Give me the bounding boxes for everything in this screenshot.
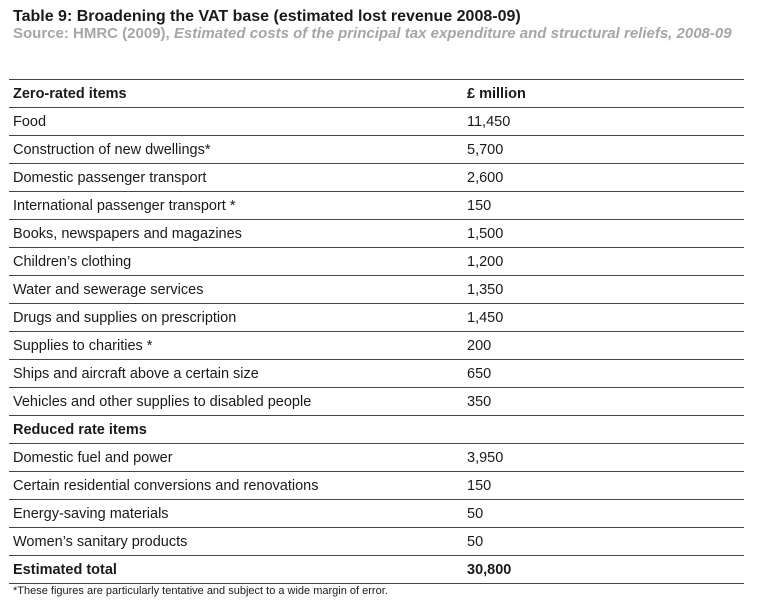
row-item: Books, newspapers and magazines [9, 219, 467, 248]
row-value: 1,450 [467, 303, 744, 332]
row-item: International passenger transport * [9, 191, 467, 220]
source-publication: Estimated costs of the principal tax exp… [173, 25, 732, 42]
row-item: Energy-saving materials [9, 499, 467, 528]
section-row-reduced-rate: Reduced rate items [9, 415, 744, 444]
row-item: Drugs and supplies on prescription [9, 303, 467, 332]
table-row: Energy-saving materials 50 [9, 499, 744, 528]
row-value: 50 [467, 527, 744, 556]
row-value: 150 [467, 471, 744, 500]
row-value: 3,950 [467, 443, 744, 472]
table-row: Supplies to charities * 200 [9, 331, 744, 360]
row-value: 11,450 [467, 107, 744, 136]
section-empty-cell [467, 415, 744, 444]
table-header-row: Zero-rated items £ million [9, 79, 744, 108]
table-row: Women’s sanitary products 50 [9, 527, 744, 556]
row-value: 650 [467, 359, 744, 388]
total-label: Estimated total [9, 555, 467, 584]
total-value: 30,800 [467, 555, 744, 584]
row-item: Supplies to charities * [9, 331, 467, 360]
row-item: Certain residential conversions and reno… [9, 471, 467, 500]
row-item: Domestic fuel and power [9, 443, 467, 472]
table-title: Table 9: Broadening the VAT base (estima… [13, 8, 521, 25]
table-row: Water and sewerage services 1,350 [9, 275, 744, 304]
table-row: Domestic fuel and power 3,950 [9, 443, 744, 472]
row-value: 2,600 [467, 163, 744, 192]
row-item: Vehicles and other supplies to disabled … [9, 387, 467, 416]
table-row: International passenger transport * 150 [9, 191, 744, 220]
source-prefix: Source: HMRC (2009), [13, 25, 170, 42]
row-value: 200 [467, 331, 744, 360]
row-item: Food [9, 107, 467, 136]
header-item: Zero-rated items [9, 79, 467, 108]
table-row: Food 11,450 [9, 107, 744, 136]
row-item: Children’s clothing [9, 247, 467, 276]
row-value: 350 [467, 387, 744, 416]
row-value: 50 [467, 499, 744, 528]
row-value: 1,350 [467, 275, 744, 304]
row-value: 5,700 [467, 135, 744, 164]
table-source: Source: HMRC (2009), Estimated costs of … [13, 26, 743, 42]
row-value: 1,500 [467, 219, 744, 248]
table-row: Books, newspapers and magazines 1,500 [9, 219, 744, 248]
table-row: Domestic passenger transport 2,600 [9, 163, 744, 192]
row-item: Domestic passenger transport [9, 163, 467, 192]
table-row: Drugs and supplies on prescription 1,450 [9, 303, 744, 332]
vat-table: Zero-rated items £ million Food 11,450 C… [9, 79, 744, 584]
row-value: 150 [467, 191, 744, 220]
table-row: Vehicles and other supplies to disabled … [9, 387, 744, 416]
row-item: Women’s sanitary products [9, 527, 467, 556]
table-row: Ships and aircraft above a certain size … [9, 359, 744, 388]
table-row: Children’s clothing 1,200 [9, 247, 744, 276]
section-heading: Reduced rate items [9, 415, 467, 444]
footnote: *These figures are particularly tentativ… [13, 585, 388, 597]
table-row: Certain residential conversions and reno… [9, 471, 744, 500]
header-value: £ million [467, 79, 744, 108]
row-item: Water and sewerage services [9, 275, 467, 304]
total-row: Estimated total 30,800 [9, 555, 744, 584]
row-item: Ships and aircraft above a certain size [9, 359, 467, 388]
table-row: Construction of new dwellings* 5,700 [9, 135, 744, 164]
row-item: Construction of new dwellings* [9, 135, 467, 164]
row-value: 1,200 [467, 247, 744, 276]
